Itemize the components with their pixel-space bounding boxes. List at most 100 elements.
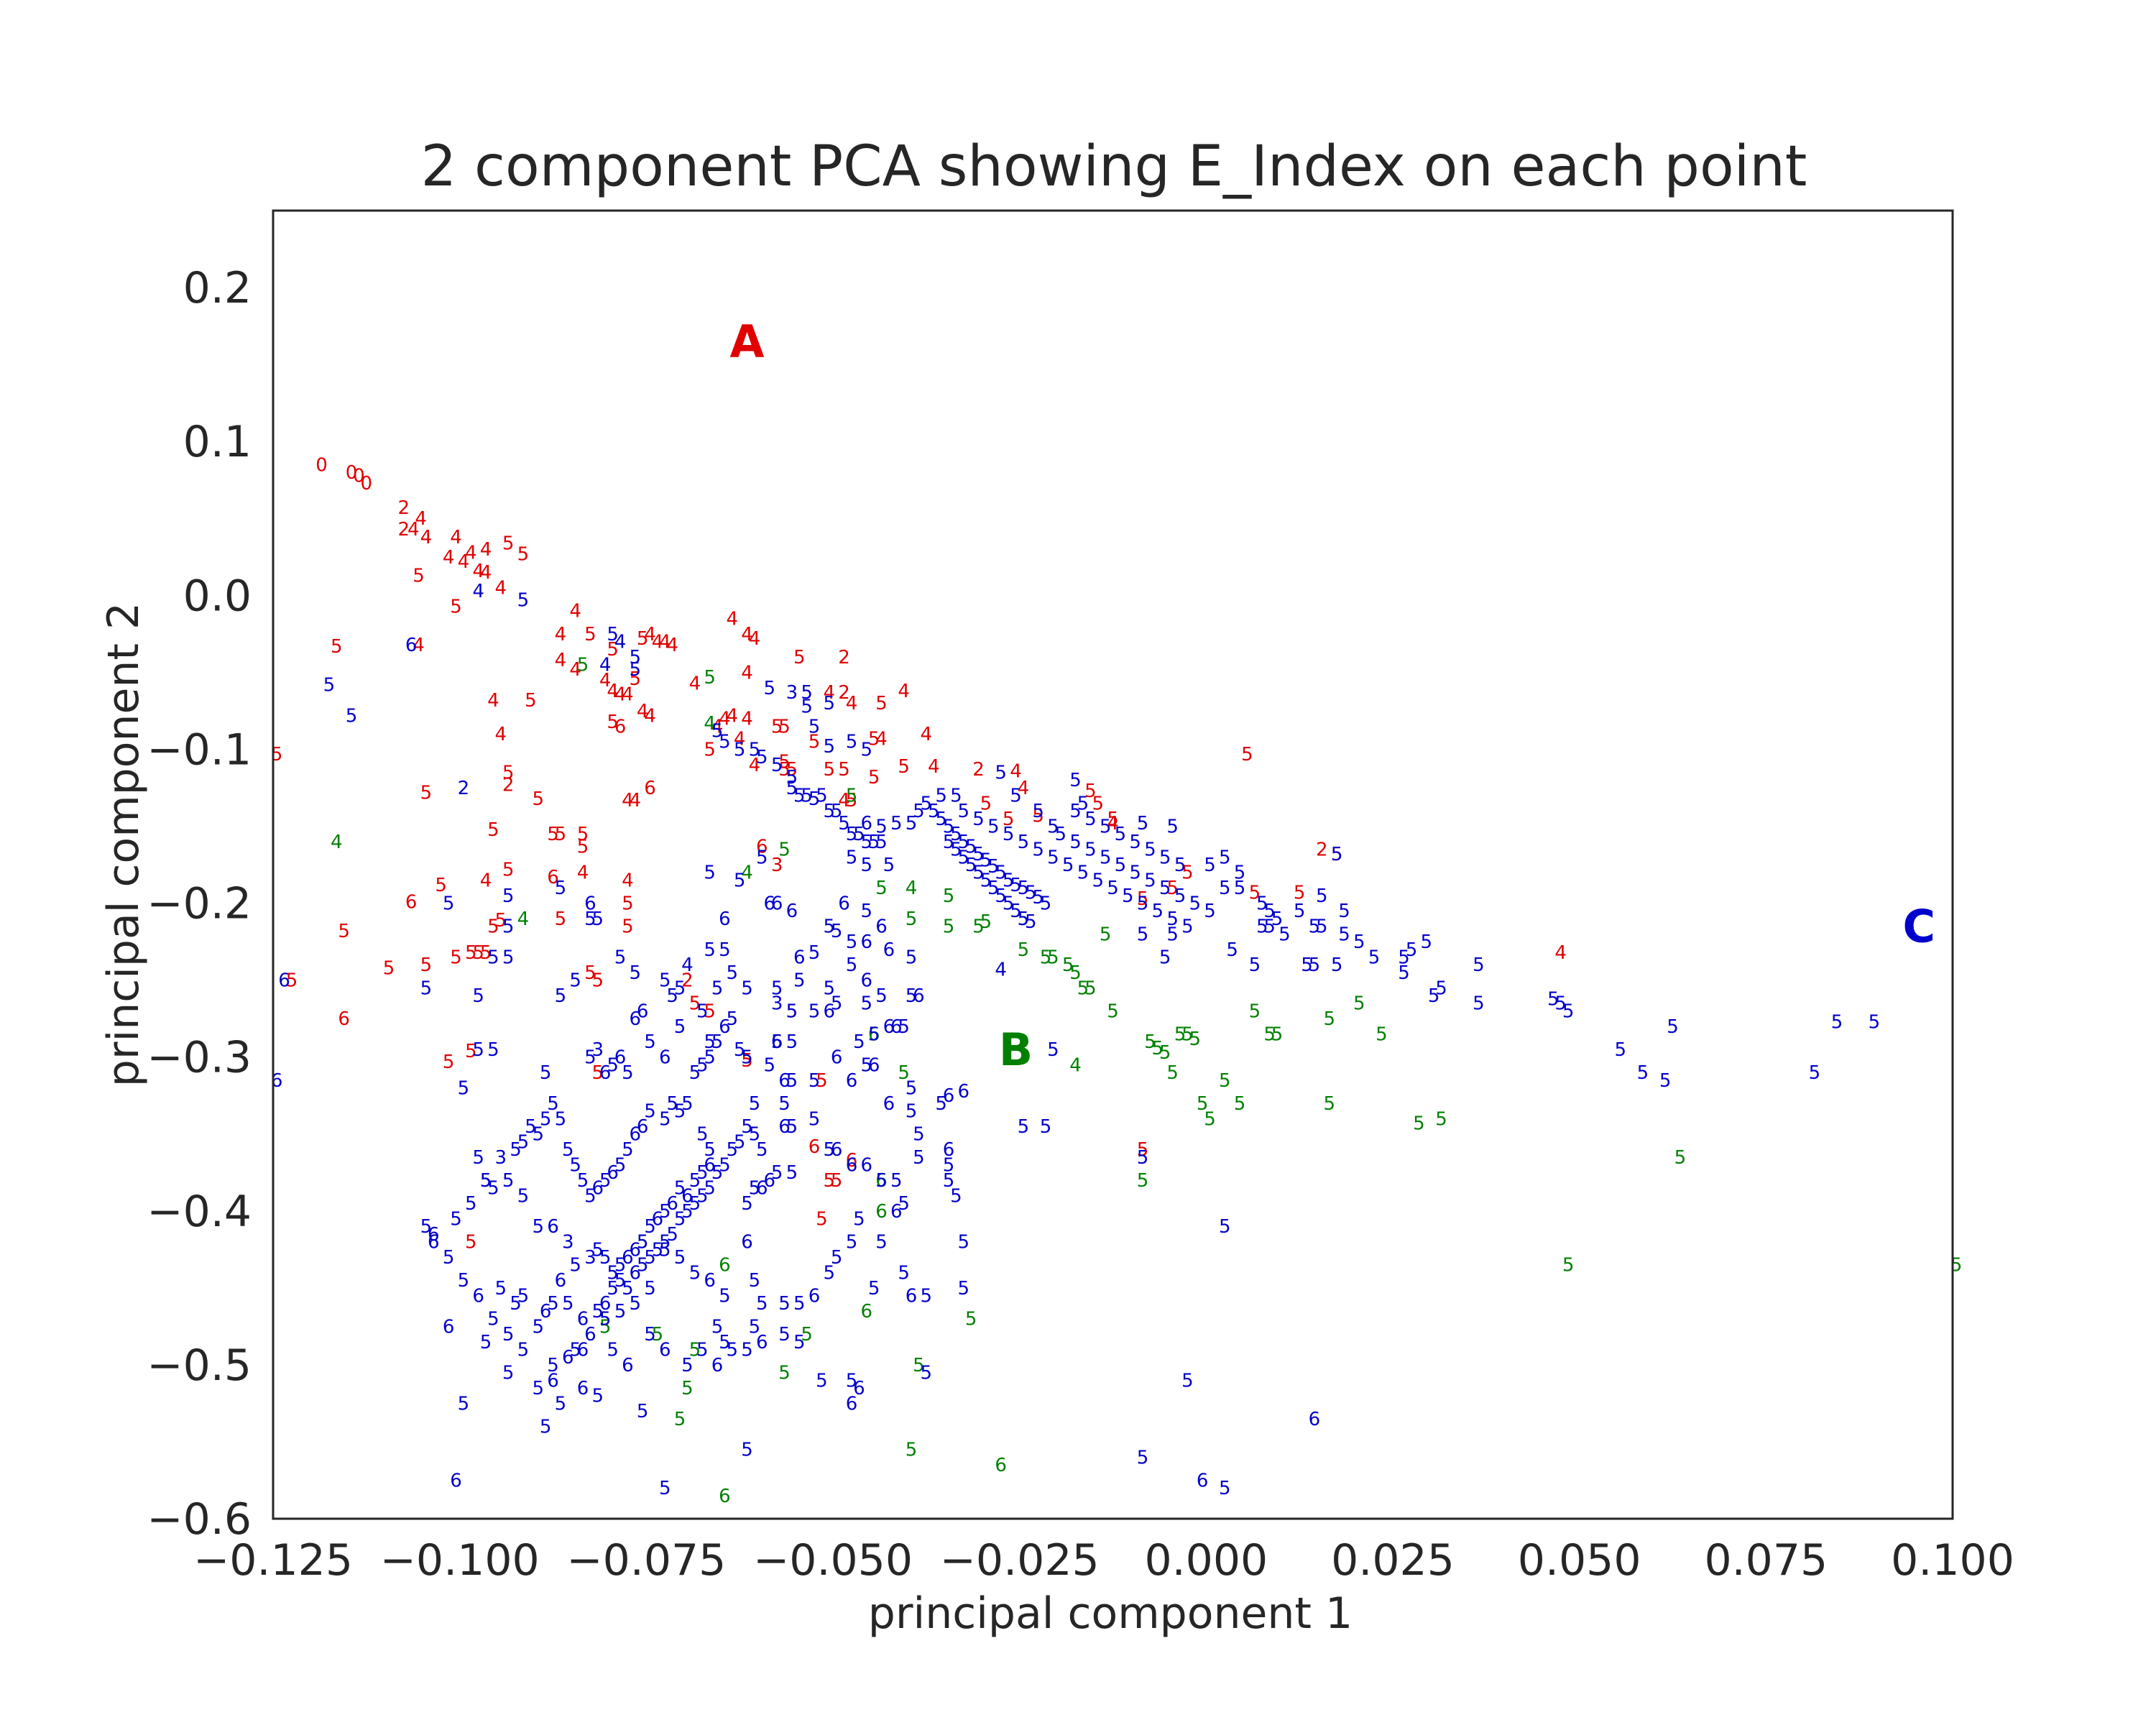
data-point: 5 bbox=[868, 767, 880, 788]
data-point: 5 bbox=[681, 1378, 694, 1399]
data-point: 6 bbox=[540, 1301, 552, 1322]
data-point: 5 bbox=[801, 1324, 813, 1346]
data-point: 5 bbox=[1018, 1116, 1030, 1138]
data-point: 5 bbox=[1398, 947, 1410, 968]
data-point: 5 bbox=[1032, 801, 1044, 822]
data-point: 5 bbox=[443, 1247, 455, 1269]
data-point: 5 bbox=[487, 916, 499, 938]
data-point: 5 bbox=[1263, 901, 1276, 922]
data-point: 6 bbox=[756, 1178, 768, 1200]
data-point: 5 bbox=[1294, 883, 1306, 904]
data-point: 5 bbox=[420, 782, 433, 804]
x-axis: −0.125 −0.100 −0.075 −0.050 −0.025 0.000 0.025… bbox=[193, 1535, 2014, 1586]
data-point: 5 bbox=[1100, 816, 1112, 837]
data-point: 5 bbox=[652, 1324, 664, 1346]
data-point: 5 bbox=[450, 947, 462, 968]
data-point: 5 bbox=[584, 962, 596, 984]
data-point: 5 bbox=[1003, 809, 1015, 830]
data-point: 5 bbox=[1869, 1011, 1881, 1033]
data-point: 6 bbox=[763, 893, 775, 915]
group-label-b: B bbox=[999, 1024, 1033, 1076]
data-point: 4 bbox=[577, 862, 589, 884]
data-point: 5 bbox=[1435, 978, 1447, 999]
data-point: 5 bbox=[465, 1232, 477, 1254]
data-point: 5 bbox=[502, 1363, 515, 1384]
data-point: 6 bbox=[756, 836, 768, 857]
data-point: 5 bbox=[659, 1108, 671, 1130]
data-point: 5 bbox=[1428, 985, 1440, 1007]
data-point: 5 bbox=[1166, 908, 1179, 930]
data-point: 5 bbox=[532, 1378, 544, 1399]
data-point: 5 bbox=[696, 1339, 709, 1361]
data-point: 6 bbox=[666, 1193, 678, 1215]
data-point: 5 bbox=[1100, 924, 1112, 945]
data-point: 0 bbox=[346, 462, 358, 484]
data-point: 5 bbox=[1166, 878, 1179, 899]
data-point: 5 bbox=[868, 1024, 880, 1046]
data-point: 6 bbox=[786, 901, 798, 922]
data-point: 5 bbox=[846, 732, 858, 753]
data-point: 5 bbox=[950, 840, 962, 861]
data-point: 5 bbox=[592, 908, 604, 930]
data-point: 5 bbox=[1047, 816, 1059, 837]
data-point: 4 bbox=[875, 728, 888, 750]
data-point: 5 bbox=[644, 1101, 656, 1123]
data-point: 5 bbox=[1353, 993, 1365, 1015]
data-point: 5 bbox=[824, 1262, 836, 1284]
data-point: 5 bbox=[778, 752, 791, 773]
data-point: 5 bbox=[972, 862, 985, 884]
data-point: 5 bbox=[599, 1170, 612, 1192]
data-point: 5 bbox=[1831, 1011, 1843, 1033]
data-point: 3 bbox=[584, 1247, 596, 1269]
data-point: 6 bbox=[614, 716, 627, 737]
data-point: 4 bbox=[599, 655, 612, 676]
data-point: 5 bbox=[420, 954, 433, 976]
data-point: 5 bbox=[1234, 1093, 1246, 1115]
data-point: 5 bbox=[1271, 1024, 1284, 1046]
data-point: 5 bbox=[1003, 824, 1015, 845]
data-point: 4 bbox=[487, 690, 499, 712]
data-point: 5 bbox=[711, 721, 724, 742]
data-point: 4 bbox=[644, 705, 656, 727]
data-point: 5 bbox=[607, 639, 619, 661]
data-point: 6 bbox=[883, 1093, 895, 1115]
data-point: 5 bbox=[786, 1031, 798, 1053]
data-point: 5 bbox=[599, 1309, 612, 1330]
data-point: 5 bbox=[898, 1062, 910, 1084]
data-point: 4 bbox=[652, 632, 664, 653]
data-point: 5 bbox=[592, 970, 604, 992]
data-point: 5 bbox=[808, 942, 821, 964]
data-point: 5 bbox=[1204, 1108, 1216, 1130]
data-point: 5 bbox=[704, 1000, 716, 1022]
data-point: 6 bbox=[614, 1047, 627, 1069]
data-point: 5 bbox=[824, 759, 836, 781]
data-point: 5 bbox=[778, 1363, 791, 1384]
data-point: 6 bbox=[450, 1470, 462, 1491]
data-point: 5 bbox=[1809, 1062, 1821, 1084]
data-point: 5 bbox=[1166, 816, 1179, 837]
data-point: 6 bbox=[577, 1339, 589, 1361]
data-point: 5 bbox=[502, 763, 515, 784]
data-point: 6 bbox=[584, 893, 596, 915]
data-point: 5 bbox=[592, 1301, 604, 1322]
data-point: 6 bbox=[644, 778, 656, 799]
data-point: 5 bbox=[689, 1339, 701, 1361]
data-point: 5 bbox=[831, 1247, 843, 1269]
data-point: 5 bbox=[875, 878, 888, 899]
data-point: 5 bbox=[749, 1270, 761, 1292]
data-point: 5 bbox=[1562, 1255, 1575, 1276]
data-point: 5 bbox=[831, 993, 843, 1015]
data-point: 6 bbox=[652, 1208, 664, 1230]
data-point: 2 bbox=[972, 759, 985, 781]
data-point: 4 bbox=[1018, 778, 1030, 799]
data-point: 5 bbox=[711, 978, 724, 999]
data-point: 5 bbox=[1181, 862, 1194, 884]
data-point: 6 bbox=[622, 1247, 634, 1269]
data-point: 5 bbox=[734, 1039, 746, 1061]
data-point: 5 bbox=[1040, 893, 1052, 915]
data-point: 5 bbox=[778, 759, 791, 781]
data-point: 6 bbox=[995, 1455, 1007, 1476]
data-point: 5 bbox=[644, 1278, 656, 1300]
data-point: 2 bbox=[502, 775, 515, 796]
data-point: 5 bbox=[435, 875, 447, 896]
